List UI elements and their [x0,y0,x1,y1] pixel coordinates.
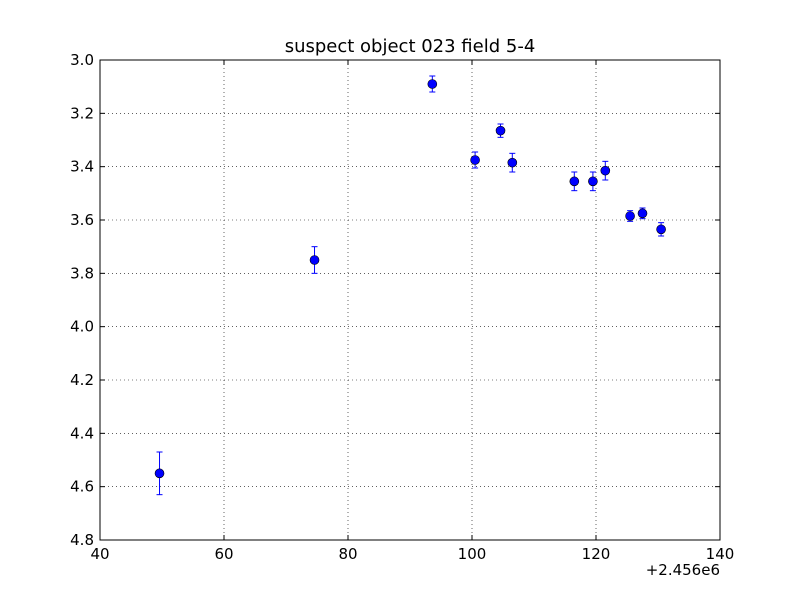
data-point [569,171,580,192]
x-tick-label: 140 [706,545,735,563]
point-marker [625,211,635,221]
y-tick-label: 4.0 [70,318,94,336]
data-point [427,75,438,93]
x-tick-label: 60 [214,545,233,563]
data-point [470,151,480,169]
point-marker [656,224,666,235]
point-marker [470,155,480,165]
y-tick-label: 3.6 [70,211,94,229]
point-marker [309,255,320,265]
y-tick-label: 3.2 [70,104,94,122]
data-point [495,123,506,138]
ticks-layer: 40 60 80 100 120 140 3.0 3.2 3.4 3.6 3.8 4.0 4.2 4.4 4… [70,51,734,563]
y-tick-label: 4.2 [70,371,94,389]
y-tick-label: 3.0 [70,51,94,69]
point-marker [507,157,518,168]
point-marker [154,468,165,479]
data-point [625,210,635,222]
y-tick-label: 3.8 [70,264,94,282]
data-point [600,160,611,181]
data-point [309,246,320,274]
data-point [637,207,648,220]
point-marker [600,165,611,176]
chart-title: suspect object 023 field 5-4 [285,36,536,57]
x-tick-label: 120 [582,545,611,563]
data-point [507,152,518,173]
y-tick-label: 4.8 [70,531,94,549]
point-marker [588,176,598,187]
point-marker [569,176,580,187]
data-point [588,171,598,192]
data-point [154,451,165,496]
x-tick-label: 100 [458,545,487,563]
points-layer [154,75,666,496]
y-tick-label: 4.6 [70,478,94,496]
x-tick-label: 40 [90,545,109,563]
x-offset-label: +2.456e6 [646,561,720,579]
y-tick-label: 3.4 [70,158,94,176]
point-marker [495,125,506,136]
data-point [656,222,666,237]
x-tick-label: 80 [338,545,357,563]
grid-layer [100,60,720,540]
point-marker [427,79,438,89]
plot-area-frame [99,59,721,541]
y-tick-label: 4.4 [70,424,94,442]
point-marker [637,208,648,219]
